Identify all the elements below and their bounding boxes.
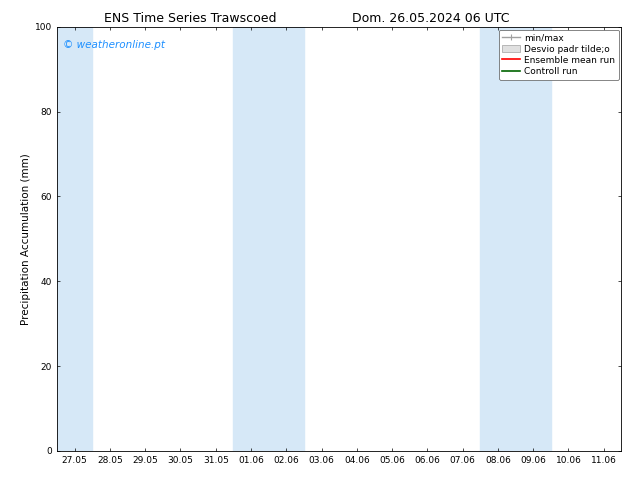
Bar: [481, 27, 551, 451]
Text: Dom. 26.05.2024 06 UTC: Dom. 26.05.2024 06 UTC: [353, 12, 510, 25]
Text: ENS Time Series Trawscoed: ENS Time Series Trawscoed: [104, 12, 276, 25]
Bar: [233, 27, 304, 451]
Y-axis label: Precipitation Accumulation (mm): Precipitation Accumulation (mm): [21, 153, 31, 325]
Legend: min/max, Desvio padr tilde;o, Ensemble mean run, Controll run: min/max, Desvio padr tilde;o, Ensemble m…: [499, 30, 619, 80]
Text: © weatheronline.pt: © weatheronline.pt: [63, 40, 165, 49]
Bar: [57, 27, 93, 451]
